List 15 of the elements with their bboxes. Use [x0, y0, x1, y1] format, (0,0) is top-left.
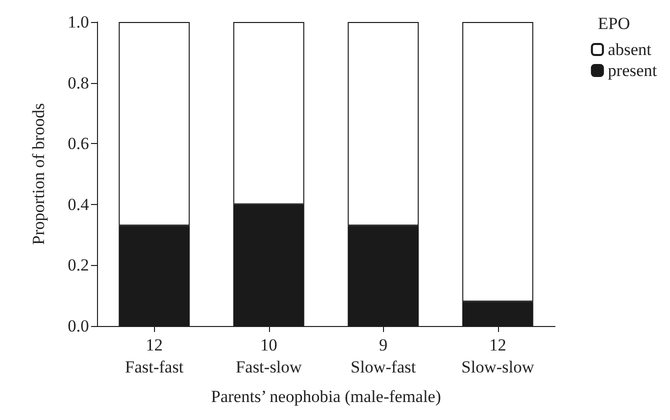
x-tick-label: 12 Slow-slow	[461, 336, 535, 376]
y-tick-label: 0.6	[68, 134, 89, 154]
y-tick-label: 0.2	[68, 256, 89, 275]
y-tick-label: 0.0	[68, 316, 89, 336]
x-axis-title: Parents’ neophobia (male-female)	[210, 387, 442, 406]
y-axis-title: Proportion of broods	[29, 103, 48, 245]
legend-title: EPO	[598, 14, 630, 33]
y-tick-label: 0.4	[68, 194, 90, 214]
x-tick-label: 10 Fast-slow	[236, 336, 303, 376]
y-tick-label: 0.8	[68, 73, 89, 92]
y-tick-label: 1.0	[68, 12, 89, 32]
x-tick-label: 12 Fast-fast	[124, 336, 184, 376]
legend-label: present	[608, 61, 658, 80]
x-tick-label: 9 Slow-fast	[350, 336, 416, 376]
legend-label: absent	[608, 40, 652, 59]
